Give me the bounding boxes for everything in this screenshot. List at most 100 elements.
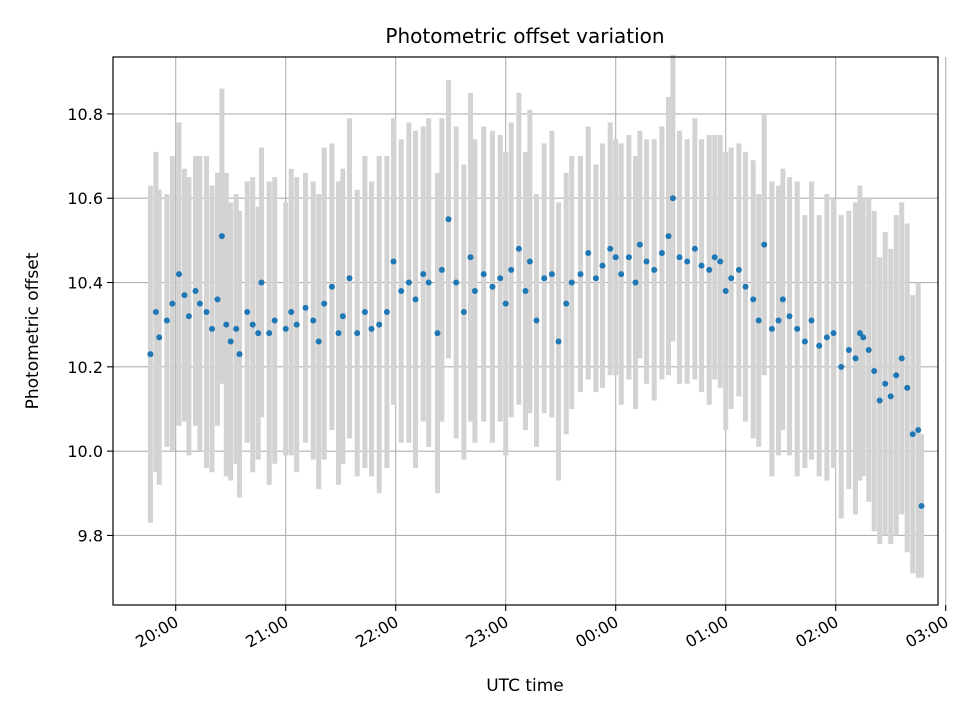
data-point (918, 502, 925, 509)
data-point (887, 393, 894, 400)
data-point (658, 250, 665, 257)
plot-frame (112, 56, 939, 606)
data-point (266, 330, 273, 337)
data-point (515, 245, 522, 252)
data-point (711, 254, 718, 261)
data-point (480, 271, 487, 278)
data-point (915, 427, 922, 434)
data-point (255, 330, 262, 337)
data-point (489, 283, 496, 290)
data-point (169, 300, 176, 307)
data-point (398, 287, 405, 294)
data-point (412, 296, 419, 303)
data-point (288, 309, 295, 316)
data-point (185, 313, 192, 320)
data-point (209, 325, 215, 332)
data-point (522, 287, 529, 294)
data-point (445, 216, 452, 223)
data-point (271, 317, 278, 324)
data-point (585, 250, 592, 257)
data-point (563, 300, 570, 307)
data-point (181, 292, 188, 299)
data-point (632, 279, 639, 286)
data-point (845, 346, 852, 353)
data-point (779, 296, 786, 303)
data-point (898, 355, 905, 362)
data-point (218, 233, 225, 240)
data-point (669, 195, 676, 202)
data-point (405, 279, 412, 286)
data-point (577, 271, 584, 278)
data-point (302, 304, 309, 311)
data-point (293, 321, 300, 328)
data-point (548, 271, 555, 278)
data-point (823, 334, 830, 341)
data-point (717, 258, 724, 265)
chart-title: Photometric offset variation (385, 24, 664, 48)
y-axis-ticks: 9.8 10.0 10.2 10.4 10.6 10.8 (67, 105, 113, 545)
data-point (852, 355, 859, 362)
data-point (651, 266, 658, 273)
data-point (735, 266, 742, 273)
data-point (214, 296, 221, 303)
data-point (335, 330, 342, 337)
data-point (592, 275, 599, 282)
data-point (434, 330, 441, 337)
data-point (354, 330, 361, 337)
y-tick-label: 10.6 (67, 189, 103, 208)
data-point (909, 431, 916, 438)
data-point (722, 287, 729, 294)
data-point (761, 241, 768, 248)
data-point (750, 296, 757, 303)
data-point (249, 321, 256, 328)
data-point (156, 334, 163, 341)
data-point (420, 271, 427, 278)
data-point (876, 397, 883, 404)
data-point (508, 266, 515, 273)
data-point (838, 363, 845, 370)
data-point (684, 258, 691, 265)
data-point (775, 317, 782, 324)
data-point (425, 279, 432, 286)
y-tick-label: 9.8 (78, 526, 103, 545)
data-point (460, 309, 467, 316)
data-point (665, 233, 672, 240)
y-tick-label: 10.0 (67, 442, 103, 461)
data-point (227, 338, 234, 345)
data-point (383, 309, 390, 316)
data-point (152, 309, 159, 316)
data-point (860, 334, 867, 341)
data-point (816, 342, 823, 349)
data-point (882, 380, 889, 387)
data-point (368, 325, 375, 332)
data-point (706, 266, 713, 273)
data-point (192, 287, 199, 294)
data-point (196, 300, 203, 307)
data-point (438, 266, 445, 273)
data-point (163, 317, 170, 324)
y-tick-label: 10.8 (67, 105, 103, 124)
data-point (904, 384, 911, 391)
data-point (203, 309, 210, 316)
data-point (893, 372, 900, 379)
data-point (533, 317, 540, 324)
data-point (258, 279, 265, 286)
data-point (794, 325, 801, 332)
data-point (568, 279, 575, 286)
data-point (808, 317, 815, 324)
data-point (502, 300, 509, 307)
data-point (698, 262, 705, 269)
data-point (691, 245, 698, 252)
data-point (282, 325, 289, 332)
data-point (643, 258, 650, 265)
data-point (321, 300, 328, 307)
data-point (315, 338, 322, 345)
y-axis-label: Photometric offset (23, 252, 43, 409)
data-point (471, 287, 478, 294)
y-tick-label: 10.4 (67, 274, 103, 293)
data-point (612, 254, 619, 261)
data-point (236, 351, 243, 358)
data-point (497, 275, 504, 282)
data-point (310, 317, 317, 324)
